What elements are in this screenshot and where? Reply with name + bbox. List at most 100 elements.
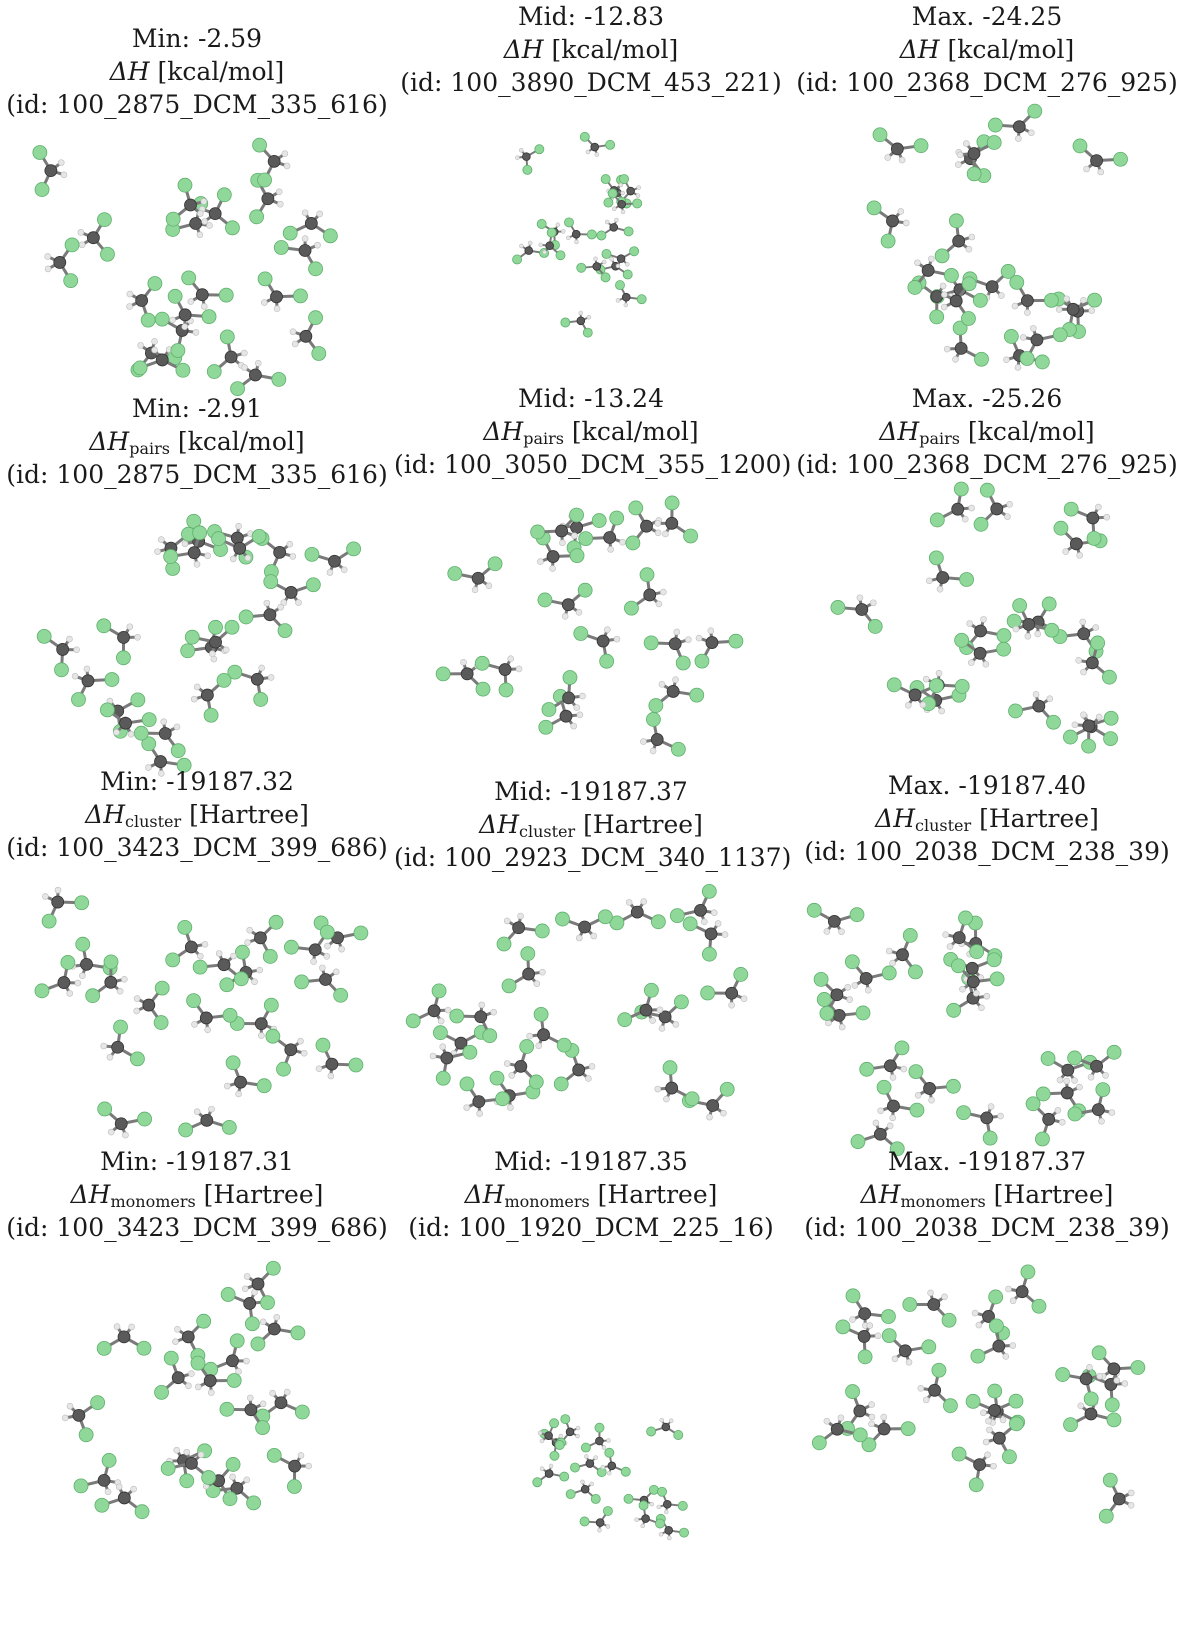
carbon-atom [224, 350, 238, 364]
hydrogen-atom [618, 182, 624, 188]
carbon-atom [595, 1436, 604, 1446]
chlorine-atom [954, 632, 970, 648]
hydrogen-atom [145, 764, 152, 771]
carbon-atom [830, 988, 844, 1002]
hydrogen-atom [1015, 135, 1022, 142]
hydrogen-atom [866, 1322, 874, 1329]
hydrogen-atom [323, 953, 331, 960]
carbon-atom [1022, 617, 1036, 631]
chlorine-atom [549, 1450, 560, 1461]
chlorine-atom [555, 911, 570, 927]
cluster-panel-11: Mid: -19187.35 ΔHmonomers [Hartree] (id:… [394, 1145, 788, 1545]
chlorine-atom [549, 1418, 560, 1429]
hydrogen-atom [235, 522, 242, 530]
chlorine-atom [605, 139, 616, 150]
dcm-molecule [241, 1260, 281, 1311]
atom-layer [532, 1414, 690, 1541]
carbon-atom [626, 186, 635, 196]
chlorine-atom [1035, 1131, 1050, 1147]
hydrogen-atom [127, 730, 135, 738]
quantity-symbol: ΔH [464, 1180, 505, 1209]
dcm-molecule [126, 276, 163, 328]
chlorine-atom [97, 1101, 113, 1117]
panel-structure-id: (id: 100_3050_DCM_355_1200) [394, 450, 792, 479]
chlorine-atom [141, 736, 157, 752]
hydrogen-atom [319, 964, 326, 972]
carbon-atom [298, 244, 312, 257]
chlorine-atom [186, 513, 202, 529]
carbon-atom [973, 1458, 987, 1472]
carbon-atom [832, 1009, 846, 1022]
chlorine-atom [996, 641, 1012, 657]
dcm-molecule [609, 898, 666, 931]
panel-quantity: ΔHmonomers [Hartree] [0, 1178, 394, 1211]
hydrogen-atom [561, 612, 569, 620]
hydrogen-atom [301, 209, 309, 217]
chlorine-atom [644, 982, 659, 998]
carbon-atom [896, 948, 909, 962]
quantity-subscript: monomers [110, 1192, 196, 1211]
hydrogen-atom [291, 340, 299, 348]
carbon-atom [859, 972, 873, 985]
panel-stat: Mid: -13.24 [518, 384, 664, 413]
dcm-molecule [459, 1076, 510, 1117]
chlorine-atom [900, 1421, 916, 1437]
chlorine-atom [308, 261, 323, 277]
hydrogen-atom [1012, 625, 1020, 633]
hydrogen-atom [980, 616, 987, 623]
chlorine-atom [1025, 1096, 1041, 1112]
hydrogen-atom [338, 945, 345, 953]
hydrogen-atom [1028, 129, 1035, 137]
chlorine-atom [160, 1461, 176, 1476]
chlorine-atom [866, 200, 882, 216]
hydrogen-atom [971, 1309, 979, 1317]
carbon-atom [1061, 1063, 1075, 1077]
chlorine-atom [176, 757, 192, 773]
hydrogen-atom [151, 346, 158, 354]
hydrogen-atom [606, 1470, 612, 1476]
chlorine-atom [263, 574, 279, 589]
chlorine-atom [475, 681, 491, 697]
hydrogen-atom [640, 898, 648, 905]
hydrogen-atom [721, 931, 729, 938]
hydrogen-atom [113, 1323, 121, 1330]
dcm-molecule [956, 1103, 1004, 1146]
hydrogen-atom [559, 539, 566, 547]
chlorine-atom [845, 1384, 860, 1399]
dcm-molecule [1063, 1399, 1122, 1432]
dcm-molecule [244, 914, 284, 964]
carbon-atom [230, 1481, 244, 1495]
dcm-molecule [844, 954, 897, 994]
carbon-atom [580, 1484, 590, 1494]
dcm-molecule [970, 1318, 1017, 1364]
dcm-molecule [934, 213, 976, 264]
carbon-atom [561, 598, 575, 612]
hydrogen-atom [607, 546, 614, 553]
chlorine-atom [625, 535, 641, 551]
chlorine-atom [498, 682, 514, 698]
dcm-molecule [515, 144, 545, 175]
dcm-molecule [167, 288, 217, 331]
carbon-atom [1021, 294, 1034, 308]
chlorine-atom [908, 964, 923, 980]
hydrogen-atom [898, 156, 906, 164]
carbon-atom [827, 915, 841, 928]
quantity-symbol: ΔH [109, 57, 150, 86]
chlorine-atom [816, 992, 832, 1007]
dcm-molecule [640, 712, 686, 757]
panel-structure-id: (id: 100_2923_DCM_340_1137) [394, 843, 792, 872]
chlorine-atom [1003, 329, 1019, 344]
chlorine-atom [225, 1457, 241, 1472]
chlorine-atom [54, 662, 69, 678]
dcm-molecule [624, 567, 667, 616]
chlorine-atom [913, 138, 929, 154]
panel-stat: Max. -25.26 [911, 384, 1063, 413]
hydrogen-atom [838, 1023, 846, 1031]
chlorine-atom [97, 212, 112, 228]
carbon-atom [1085, 656, 1099, 670]
hydrogen-atom [579, 692, 586, 700]
hydrogen-atom [889, 1074, 897, 1081]
chlorine-atom [163, 1350, 179, 1366]
hydrogen-atom [636, 185, 642, 190]
chlorine-atom [85, 988, 101, 1004]
